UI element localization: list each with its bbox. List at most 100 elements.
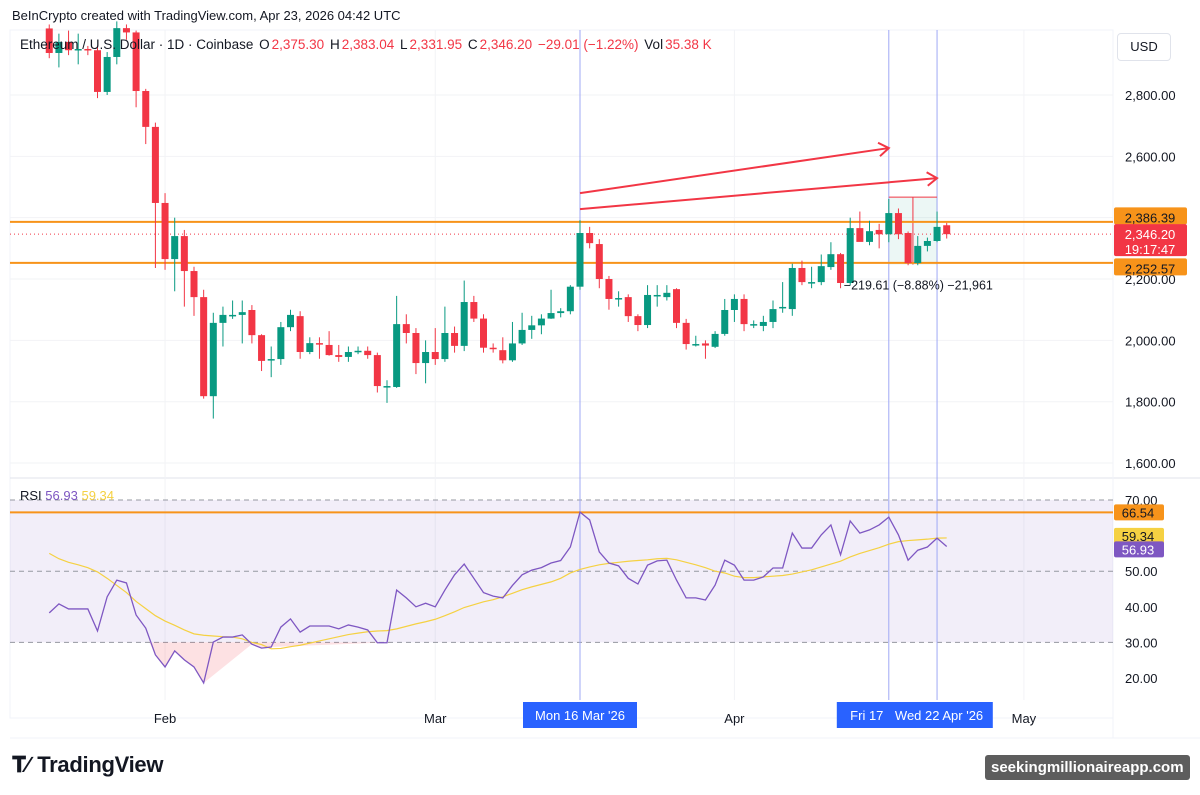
candle-body xyxy=(325,344,333,356)
candle-body xyxy=(508,343,516,361)
level-lower-badge xyxy=(1114,258,1187,276)
crosshair-date-apr17-text: Fri 17 xyxy=(850,708,883,723)
candle-body xyxy=(209,322,217,397)
watermark: seekingmillionaireapp.com xyxy=(985,755,1190,780)
price-tick-label: 2,800.00 xyxy=(1125,88,1176,103)
crosshair-date-apr22-text: Wed 22 Apr '26 xyxy=(895,708,983,723)
price-tick-label: 2,600.00 xyxy=(1125,149,1176,164)
candle-body xyxy=(885,213,893,235)
candle-body xyxy=(306,343,314,353)
tradingview-logo-text: TradingView xyxy=(37,752,164,777)
last-price-text: 19:17:47 xyxy=(1125,242,1176,257)
candle-body xyxy=(856,228,864,242)
candle-body xyxy=(412,332,420,364)
candle-body xyxy=(759,321,767,326)
candle-body xyxy=(335,355,343,357)
rsi-ma-value: 59.34 xyxy=(81,488,115,503)
open-label: O xyxy=(259,37,270,52)
candle-body xyxy=(692,344,700,346)
candle-body xyxy=(576,233,584,287)
symbol-legend: Ethereum / U.S. Dollar · 1D · Coinbase O… xyxy=(20,37,714,52)
crosshair-date-mar16-text: Mon 16 Mar '26 xyxy=(535,708,625,723)
candle-body xyxy=(605,279,613,299)
candle-body xyxy=(354,350,362,353)
high-value: 2,383.04 xyxy=(341,37,395,52)
candle-body xyxy=(894,213,902,235)
candle-body xyxy=(663,292,671,298)
candle-body xyxy=(595,244,603,280)
level-upper-text: 2,386.39 xyxy=(1125,210,1176,225)
low-value: 2,331.95 xyxy=(409,37,463,52)
candle-body xyxy=(750,324,758,326)
candle-body xyxy=(817,266,825,283)
tradingview-logo-icon: 𝐓∕ xyxy=(12,752,30,777)
candle-body xyxy=(470,302,478,319)
candle-body xyxy=(943,225,951,235)
last-price-text: 2,346.20 xyxy=(1125,227,1176,242)
candle-body xyxy=(566,286,574,312)
tradingview-logo[interactable]: 𝐓∕ TradingView xyxy=(12,752,163,778)
price-tick-label: 2,200.00 xyxy=(1125,272,1176,287)
candle-body xyxy=(923,240,931,246)
candle-body xyxy=(315,343,323,345)
chart-credit: BeInCrypto created with TradingView.com,… xyxy=(12,8,401,23)
time-tick-label: May xyxy=(1012,711,1037,726)
candle-body xyxy=(557,311,565,314)
candle-body xyxy=(460,302,468,346)
candle-body xyxy=(779,306,787,309)
candle-body xyxy=(45,28,53,53)
candle-body xyxy=(798,267,806,283)
candle-body xyxy=(161,202,169,260)
rsi-ma-badge xyxy=(1114,527,1164,544)
rsi-value-badge xyxy=(1114,541,1164,558)
candle-body xyxy=(180,236,188,272)
candle-body xyxy=(711,333,719,347)
candle-body xyxy=(673,289,680,323)
close-label: C xyxy=(467,37,478,52)
candle-body xyxy=(586,233,594,244)
rsi-tick-label: 40.00 xyxy=(1125,600,1158,615)
candle-body xyxy=(402,324,410,333)
candle-body xyxy=(113,28,121,57)
candle-body xyxy=(65,41,73,51)
candle-body xyxy=(875,229,883,235)
candle-body xyxy=(238,312,246,315)
candle-body xyxy=(489,347,497,350)
change-value: −29.01 (−1.22%) xyxy=(537,37,639,52)
candle-body xyxy=(866,231,873,242)
rsi-level-badge xyxy=(1114,504,1164,521)
candle-body xyxy=(55,41,63,53)
currency-button[interactable]: USD xyxy=(1117,33,1171,61)
price-tick-label: 1,600.00 xyxy=(1125,456,1176,471)
open-value: 2,375.30 xyxy=(271,37,325,52)
candle-body xyxy=(94,50,101,92)
candle-body xyxy=(518,329,526,344)
candle-body xyxy=(171,236,179,260)
candle-body xyxy=(788,267,796,310)
candle-body xyxy=(914,245,922,264)
candle-body xyxy=(142,91,150,127)
candle-body xyxy=(219,314,227,323)
candle-body xyxy=(528,325,536,330)
candle-body xyxy=(644,294,652,326)
candle-body xyxy=(151,126,159,203)
candle-body xyxy=(653,294,661,297)
candle-body xyxy=(296,316,304,353)
candle-body xyxy=(200,297,208,397)
rsi-label[interactable]: RSI xyxy=(20,488,42,503)
candle-body xyxy=(827,254,835,268)
candle-body xyxy=(277,327,285,360)
candle-body xyxy=(933,226,941,241)
candle-body xyxy=(393,324,401,387)
candle-body xyxy=(422,352,430,364)
level-lower-text: 2,252.57 xyxy=(1125,261,1176,276)
candle-body xyxy=(441,332,449,360)
volume-label: Vol xyxy=(644,37,664,52)
candle-body xyxy=(364,350,372,356)
candle-body xyxy=(383,386,391,388)
candle-body xyxy=(267,359,275,361)
candle-body xyxy=(431,352,439,360)
symbol-title[interactable]: Ethereum / U.S. Dollar · 1D · Coinbase xyxy=(20,37,254,52)
trend-arrow-line xyxy=(579,177,938,211)
